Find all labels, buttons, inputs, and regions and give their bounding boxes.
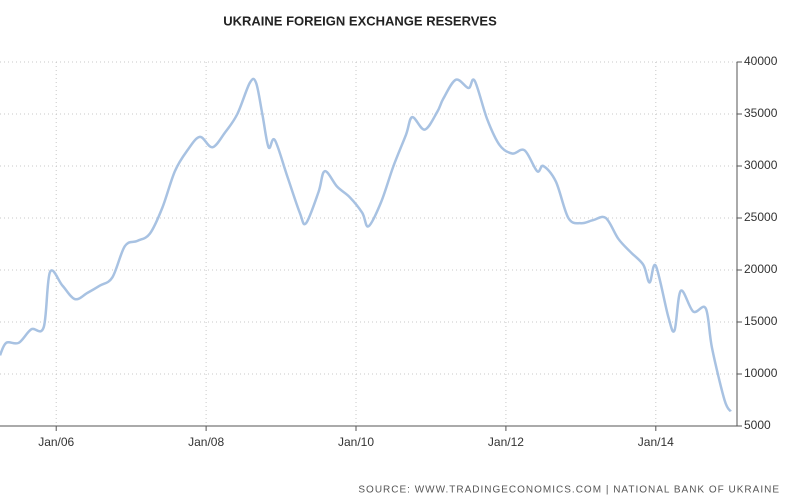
chart-title: UKRAINE FOREIGN EXCHANGE RESERVES <box>223 13 497 28</box>
y-tick-label: 25000 <box>744 210 778 224</box>
x-tick-label: Jan/14 <box>638 435 674 449</box>
y-tick-label: 40000 <box>744 54 778 68</box>
x-tick-label: Jan/12 <box>488 435 524 449</box>
y-tick-label: 30000 <box>744 158 778 172</box>
x-tick-label: Jan/10 <box>338 435 374 449</box>
data-line <box>0 77 732 413</box>
x-tick-label: Jan/06 <box>38 435 74 449</box>
y-tick-label: 5000 <box>744 418 771 432</box>
y-tick-label: 10000 <box>744 366 778 380</box>
y-tick-label: 15000 <box>744 314 778 328</box>
y-tick-label: 20000 <box>744 262 778 276</box>
source-note: SOURCE: WWW.TRADINGECONOMICS.COM | NATIO… <box>358 485 780 496</box>
y-tick-label: 35000 <box>744 106 778 120</box>
x-tick-label: Jan/08 <box>188 435 224 449</box>
